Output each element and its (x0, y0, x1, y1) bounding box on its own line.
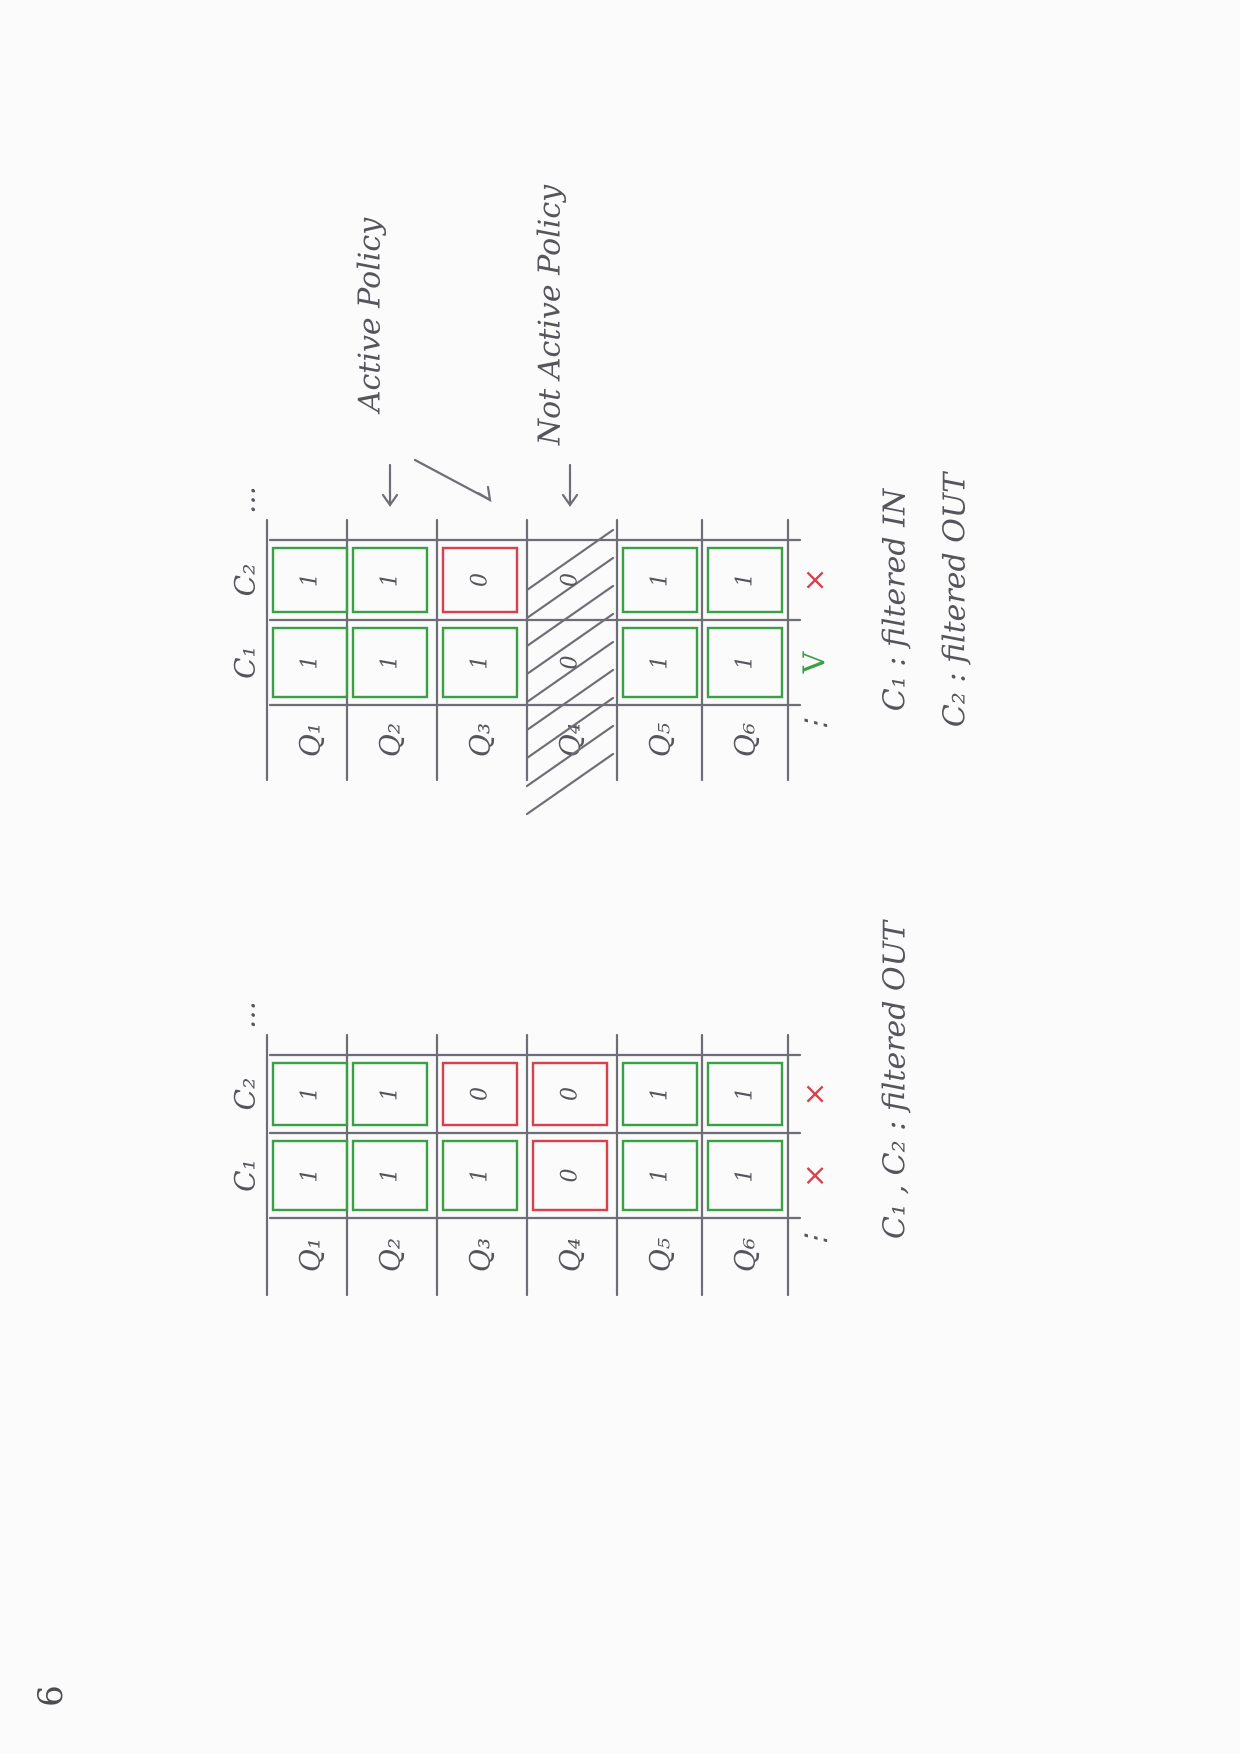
cell-pass (271, 626, 349, 699)
diagram-left: C₁ C₂ … Q₁ 1 1 Q₂ 1 1 Q₃ 1 0 Q₄ 0 0 Q₅ 1 1 Q₆ 1 1 ⋮ × × C₁ , C₂ … (229, 919, 913, 1297)
cell-value: 1 (733, 573, 758, 587)
cell-value: 0 (558, 1169, 583, 1183)
annotation-label-2: Not Active Policy (533, 184, 568, 446)
cell-pass (621, 1061, 699, 1127)
cell-pass (706, 1139, 784, 1212)
cell-value: 1 (733, 1087, 758, 1101)
row-label-1: Q₁ (294, 1238, 327, 1272)
column-header-1: C₁ (229, 646, 262, 679)
cell-fail (531, 1061, 609, 1127)
cell-value: 0 (558, 573, 583, 587)
cell-pass (706, 1061, 784, 1127)
cell-value: 1 (298, 656, 323, 670)
cell-value: 1 (298, 1169, 323, 1183)
cell-value: 1 (733, 1169, 758, 1183)
hatch-line (525, 724, 615, 788)
row-label-3: Q₃ (464, 1238, 497, 1272)
cell-pass (351, 1139, 429, 1212)
cell-fail (441, 1061, 519, 1127)
cell-pass (271, 1139, 349, 1212)
cell-pass (271, 546, 349, 614)
column-header-1: C₁ (229, 1159, 262, 1192)
rows-more: ⋮ (799, 1226, 832, 1254)
hatch-line (525, 668, 615, 732)
result-mark-1: V (798, 650, 833, 674)
hatch-line (525, 752, 615, 816)
cell-pass (441, 1139, 519, 1212)
cell-value: 1 (298, 573, 323, 587)
cell-pass (706, 626, 784, 699)
annotation-label-1: Active Policy (353, 217, 388, 415)
cell-value: 1 (468, 656, 493, 670)
cell-value: 1 (648, 573, 673, 587)
hatch-line (525, 528, 615, 592)
cell-pass (621, 1139, 699, 1212)
row-label-6: Q₆ (729, 1238, 762, 1272)
row-label-4: Q₄ (554, 1238, 587, 1272)
note-1: C₁ , C₂ : filtered OUT (878, 919, 913, 1239)
cell-pass (351, 1061, 429, 1127)
note-1: C₁ : filtered IN (878, 487, 913, 711)
cell-value: 1 (378, 573, 403, 587)
cell-value: 0 (468, 573, 493, 587)
cell-value: 1 (298, 1087, 323, 1101)
cell-value: 1 (378, 1087, 403, 1101)
hatch-line (525, 696, 615, 760)
hatch-line (525, 640, 615, 704)
cell-pass (351, 626, 429, 699)
hatch-line (525, 556, 615, 620)
rows-more: ⋮ (799, 711, 832, 739)
column-header-2: C₂ (229, 1078, 262, 1111)
cell-value: 1 (468, 1169, 493, 1183)
cell-fail (531, 1139, 609, 1212)
cell-value: 0 (558, 656, 583, 670)
cell-value: 0 (468, 1087, 493, 1101)
cell-value: 0 (558, 1087, 583, 1101)
cell-pass (351, 546, 429, 614)
column-header-2: C₂ (229, 564, 262, 597)
cell-pass (706, 546, 784, 614)
hatch-line (525, 584, 615, 648)
cell-value: 1 (378, 1169, 403, 1183)
cell-value: 1 (378, 656, 403, 670)
cell-fail (441, 546, 519, 614)
cell-value: 1 (648, 656, 673, 670)
result-mark-2: × (798, 567, 833, 592)
cell-pass (271, 1061, 349, 1127)
cell-value: 1 (733, 656, 758, 670)
cell-pass (621, 626, 699, 699)
cell-value: 1 (648, 1169, 673, 1183)
hatch-line (525, 612, 615, 676)
result-mark-1: × (798, 1163, 833, 1188)
row-label-2: Q₂ (374, 723, 407, 757)
cell-pass (441, 626, 519, 699)
row-label-3: Q₃ (464, 723, 497, 757)
columns-more: … (229, 486, 262, 514)
row-label-5: Q₅ (644, 723, 677, 757)
result-mark-2: × (798, 1081, 833, 1106)
columns-more: … (229, 1001, 262, 1029)
row-label-5: Q₅ (644, 1238, 677, 1272)
cell-value: 1 (648, 1087, 673, 1101)
row-label-2: Q₂ (374, 1238, 407, 1272)
row-label-1: Q₁ (294, 723, 327, 757)
cell-pass (621, 546, 699, 614)
note-2: C₂ : filtered OUT (938, 471, 973, 727)
row-label-6: Q₆ (729, 723, 762, 757)
